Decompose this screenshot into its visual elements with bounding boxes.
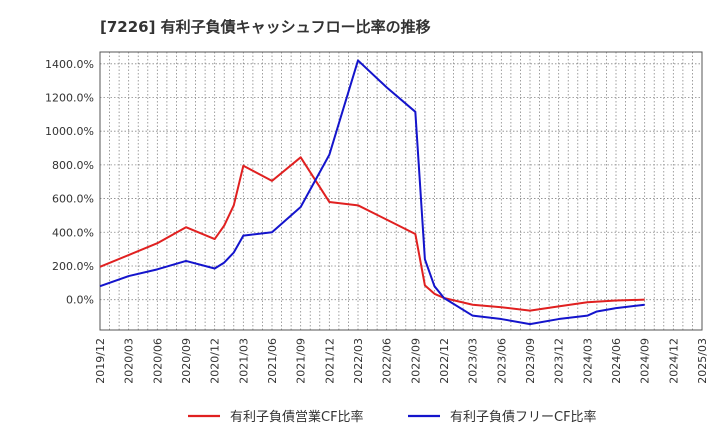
x-tick-label: 2019/12 — [94, 338, 107, 384]
x-tick-label: 2020/06 — [151, 338, 164, 384]
y-tick-label: 1000.0% — [45, 125, 94, 138]
x-tick-label: 2025/03 — [696, 338, 709, 384]
x-tick-label: 2021/06 — [266, 338, 279, 384]
x-tick-label: 2024/03 — [581, 338, 594, 384]
legend: 有利子負債営業CF比率 有利子負債フリーCF比率 — [188, 409, 597, 425]
x-tick-label: 2021/12 — [323, 338, 336, 384]
x-tick-label: 2021/03 — [237, 338, 250, 384]
y-tick-label: 200.0% — [52, 260, 94, 273]
x-tick-label: 2020/03 — [123, 338, 136, 384]
series-line-2 — [99, 59, 645, 326]
plot-area — [100, 52, 702, 330]
series-line-1 — [99, 156, 645, 312]
x-tick-label: 2022/12 — [438, 338, 451, 384]
x-tick-label: 2020/12 — [209, 338, 222, 384]
series-lines — [99, 59, 645, 326]
x-tick-label: 2022/06 — [381, 338, 394, 384]
horizontal-grid — [100, 63, 702, 301]
vertical-grid — [109, 52, 693, 330]
x-tick-label: 2023/12 — [553, 338, 566, 384]
x-axis-tick-labels: 2019/12 2020/03 2020/06 2020/09 2020/12 2021/… — [94, 338, 709, 384]
x-tick-label: 2024/12 — [667, 338, 680, 384]
x-tick-label: 2022/09 — [409, 338, 422, 384]
x-tick-label: 2023/06 — [495, 338, 508, 384]
x-tick-label: 2024/06 — [610, 338, 623, 384]
y-tick-label: 600.0% — [52, 193, 94, 206]
y-tick-label: 1400.0% — [45, 58, 94, 71]
plot-frame — [99, 51, 703, 331]
y-tick-label: 1200.0% — [45, 91, 94, 104]
x-tick-label: 2020/09 — [180, 338, 193, 384]
y-axis-tick-labels: 0.0% 200.0% 400.0% 600.0% 800.0% 1000.0% 1200.… — [45, 58, 94, 307]
x-tick-label: 2024/09 — [639, 338, 652, 384]
x-tick-label: 2021/09 — [295, 338, 308, 384]
x-tick-label: 2023/03 — [467, 338, 480, 384]
y-tick-label: 0.0% — [66, 294, 94, 307]
y-tick-label: 400.0% — [52, 226, 94, 239]
x-tick-label: 2022/03 — [352, 338, 365, 384]
chart-title: [7226] 有利子負債キャッシュフロー比率の推移 — [100, 18, 431, 36]
y-tick-label: 800.0% — [52, 159, 94, 172]
x-tick-label: 2023/09 — [524, 338, 537, 384]
legend-label-2: 有利子負債フリーCF比率 — [450, 409, 597, 425]
legend-label-1: 有利子負債営業CF比率 — [230, 409, 364, 425]
